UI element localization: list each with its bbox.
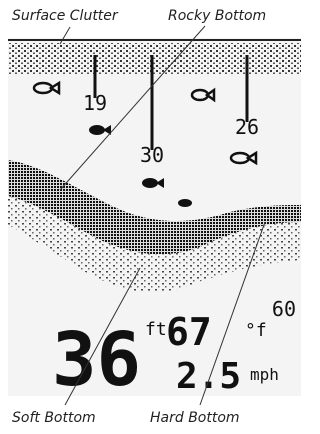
- callout-label: Surface Clutter: [12, 8, 119, 24]
- fish-depth: 26: [235, 115, 259, 139]
- surface-clutter: [8, 43, 301, 75]
- depth-readout: 36: [52, 317, 141, 403]
- fish-depth: 30: [140, 143, 164, 167]
- speed-unit: mph: [250, 365, 279, 384]
- temperature-readout: 67: [166, 310, 212, 354]
- depth-scale: 60: [272, 297, 296, 321]
- depth-unit: ft: [145, 319, 167, 340]
- temperature-unit: °f: [245, 320, 267, 341]
- sonar-diagram: 19 30 26 60 36 ft 67 °f 2.5 mph Surface …: [0, 0, 301, 434]
- callout-label: Rocky Bottom: [168, 8, 266, 24]
- callout-label: Soft Bottom: [12, 410, 96, 426]
- speed-readout: 2.5: [176, 356, 241, 397]
- fish-depth: 19: [83, 91, 107, 115]
- callout-label: Hard Bottom: [150, 410, 240, 426]
